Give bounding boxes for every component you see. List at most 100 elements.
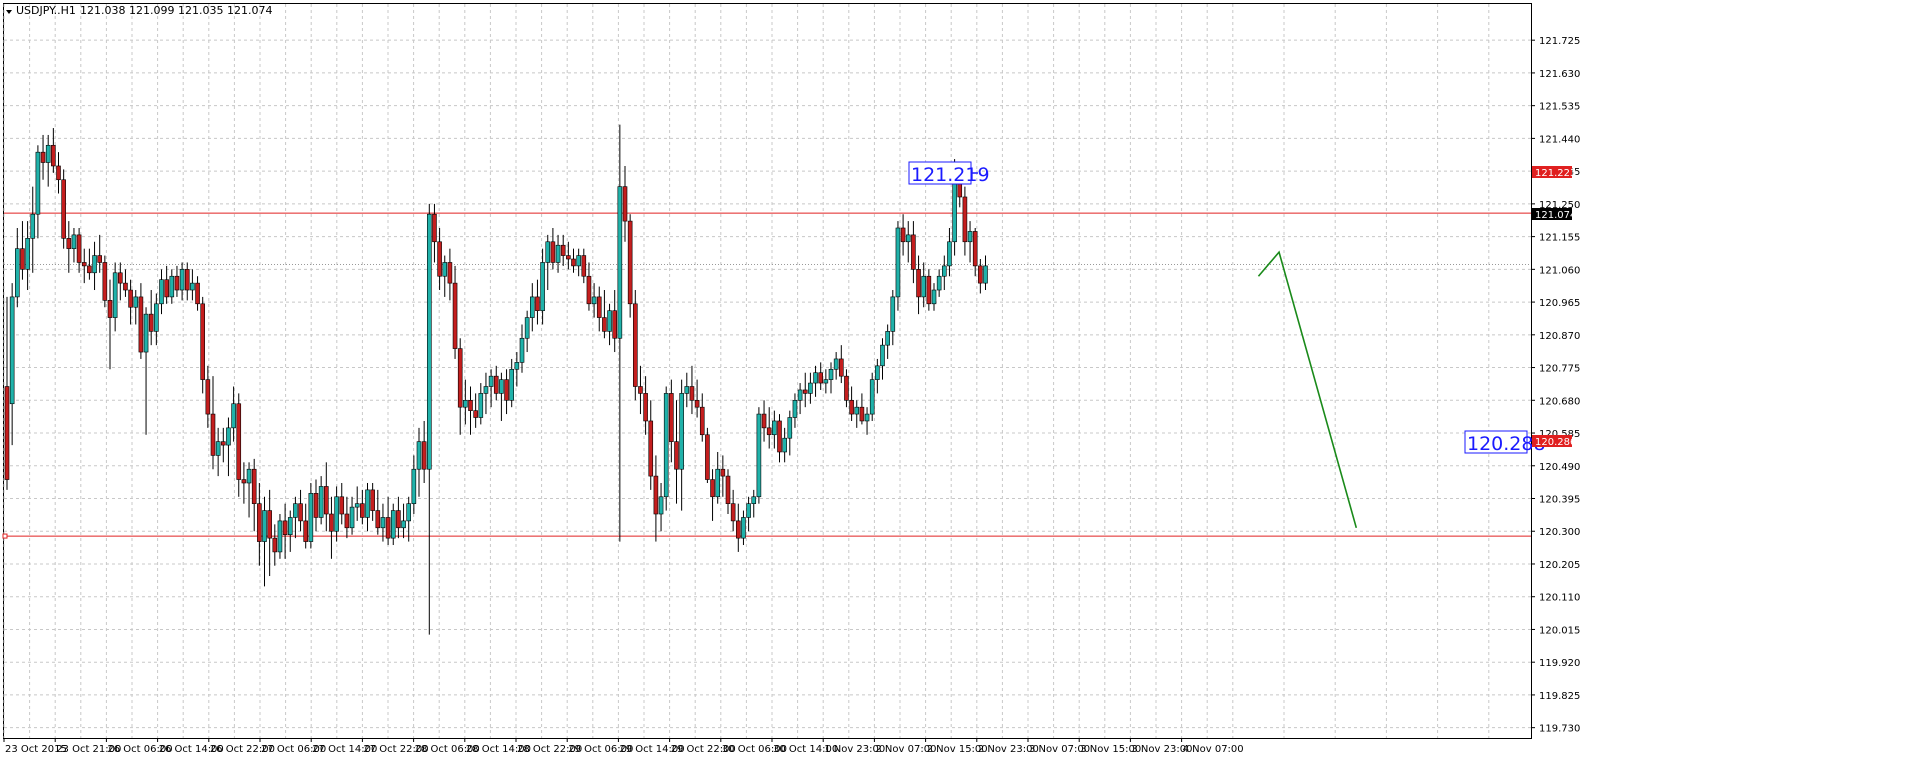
candle-bull — [591, 296, 597, 305]
candle-bull — [143, 313, 149, 353]
lower-level-price-tag: 120.286 — [1532, 435, 1576, 448]
candle-bull — [679, 393, 684, 470]
y-tick-label: 120.585 — [1539, 429, 1580, 440]
upper-level-tag-bg — [1532, 166, 1572, 178]
candle-bear — [76, 234, 82, 263]
candle-bull — [864, 413, 870, 422]
candle-bull — [246, 468, 252, 484]
candle-bear — [339, 496, 345, 515]
candle-bear — [705, 434, 710, 480]
x-tick-label: 26 Oct 14:00 — [159, 744, 224, 755]
candle-bull — [684, 386, 690, 394]
candle-bear — [566, 255, 571, 260]
candle-bear — [849, 399, 854, 415]
candle-bull — [936, 275, 942, 291]
candle-bear — [20, 248, 25, 270]
candle-bear — [962, 196, 968, 243]
candle-bear — [926, 275, 932, 305]
candle-bull — [813, 372, 818, 384]
y-tick-label: 119.730 — [1539, 724, 1580, 735]
candle-bear — [457, 348, 463, 408]
candle-bull — [823, 379, 829, 384]
candle-bear — [118, 272, 123, 284]
candle-bear — [303, 520, 309, 542]
candle-bull — [277, 520, 283, 553]
candle-bear — [674, 441, 679, 470]
candle-bear — [571, 258, 576, 267]
candle-bear — [900, 227, 906, 243]
x-tick-label: 2 Nov 07:00 — [875, 744, 936, 755]
x-tick-label: 27 Oct 14:00 — [312, 744, 377, 755]
candle-bear — [766, 427, 772, 436]
candle-bull — [576, 255, 581, 267]
candle-bull — [71, 234, 77, 249]
candles — [4, 124, 988, 635]
candle-bull — [869, 379, 875, 415]
candle-bear — [221, 441, 226, 446]
candle-bull — [947, 241, 952, 267]
candle-bear — [643, 393, 648, 422]
candle-bull — [797, 389, 803, 401]
lower-level-label[interactable]: 120.288 — [1464, 430, 1546, 455]
x-tick-label: 2 Nov 15:00 — [927, 744, 988, 755]
candle-bear — [102, 262, 108, 301]
x-tick-label: 3 Nov 07:00 — [1029, 744, 1090, 755]
candle-bull — [15, 248, 20, 298]
candle-bear — [978, 265, 983, 284]
candle-bear — [622, 186, 628, 222]
y-tick-label: 119.825 — [1539, 691, 1580, 702]
candle-bear — [689, 386, 695, 401]
price-axis: 121.725121.630121.535121.440121.345121.2… — [1531, 36, 1580, 735]
candle-bull — [318, 486, 324, 518]
candle-bull — [463, 399, 468, 408]
ohlc-readout: 121.038 121.099 121.035 121.074 — [80, 4, 272, 17]
candle-bull — [715, 468, 721, 498]
current-price-tag-text: 121.074 — [1535, 210, 1576, 221]
candle-bear — [916, 269, 921, 298]
candle-bull — [524, 317, 530, 339]
lower-level-label-box — [1464, 430, 1528, 454]
candle-bull — [190, 282, 195, 291]
candle-bull — [478, 393, 484, 418]
candle-bull — [663, 393, 669, 498]
candle-bull — [756, 413, 762, 498]
candle-bear — [720, 468, 726, 477]
x-tick-label: 28 Oct 14:00 — [466, 744, 531, 755]
candle-bear — [205, 379, 211, 415]
upper-level-tag-text: 121.223 — [1535, 168, 1576, 179]
candle-bull — [406, 503, 412, 522]
candle-bull — [401, 520, 406, 529]
candle-bear — [51, 144, 56, 167]
y-tick-label: 121.440 — [1539, 134, 1580, 145]
y-tick-label: 120.300 — [1539, 527, 1580, 538]
candle-bear — [730, 503, 736, 522]
x-tick-label: 1 Nov 23:00 — [824, 744, 885, 755]
candle-bull — [514, 362, 520, 370]
candle-bull — [983, 265, 988, 284]
candle-bull — [226, 427, 231, 446]
dropdown-triangle-icon[interactable] — [6, 10, 12, 14]
y-tick-label: 120.110 — [1539, 593, 1580, 604]
candle-bear — [313, 493, 319, 518]
candle-bear — [272, 537, 278, 553]
x-tick-label: 29 Oct 14:00 — [619, 744, 684, 755]
candle-bear — [66, 238, 72, 249]
candle-bear — [56, 165, 61, 181]
candle-bull — [262, 510, 267, 542]
candle-bull — [967, 231, 973, 243]
candle-bull — [231, 403, 236, 429]
candle-bear — [257, 503, 262, 542]
candle-bull — [365, 489, 370, 518]
upper-level-label-text: 121.219 — [911, 164, 990, 186]
candle-bull — [890, 296, 896, 332]
candle-bull — [154, 303, 159, 332]
candle-bear — [267, 510, 272, 539]
candle-bull — [390, 510, 396, 539]
candle-bull — [741, 517, 746, 539]
candle-bear — [282, 520, 288, 535]
candle-bull — [772, 420, 777, 436]
upper-level-label[interactable]: 121.219 — [908, 161, 990, 186]
candle-bull — [880, 344, 885, 367]
candle-bear — [844, 375, 849, 401]
